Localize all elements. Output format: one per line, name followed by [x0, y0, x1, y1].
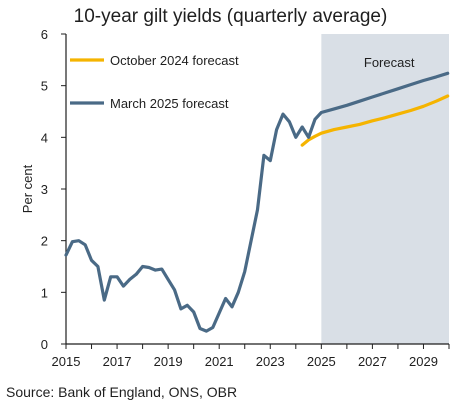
y-tick-label: 1: [41, 285, 48, 300]
y-axis-label: Per cent: [20, 164, 35, 213]
y-tick-label: 5: [41, 79, 48, 94]
x-tick-label: 2021: [205, 354, 234, 369]
source-note: Source: Bank of England, ONS, OBR: [6, 384, 238, 400]
y-tick-label: 6: [41, 27, 48, 42]
y-tick-label: 4: [41, 130, 48, 145]
forecast-region: [321, 34, 449, 344]
series-line-1: [64, 71, 450, 333]
x-tick-label: 2019: [154, 354, 183, 369]
x-tick-label: 2015: [52, 354, 81, 369]
y-tick-label: 0: [41, 337, 48, 352]
forecast-label: Forecast: [364, 55, 415, 70]
x-tick-label: 2023: [256, 354, 285, 369]
legend-label-0: October 2024 forecast: [110, 53, 239, 68]
chart-title: 10-year gilt yields (quarterly average): [73, 6, 388, 27]
x-tick-label: 2029: [409, 354, 438, 369]
x-tick-label: 2027: [358, 354, 387, 369]
y-tick-label: 2: [41, 234, 48, 249]
x-tick-label: 2017: [103, 354, 132, 369]
y-tick-label: 3: [41, 182, 48, 197]
series-line-0: [300, 94, 450, 147]
legend-label-1: March 2025 forecast: [110, 96, 229, 111]
x-tick-label: 2025: [307, 354, 336, 369]
